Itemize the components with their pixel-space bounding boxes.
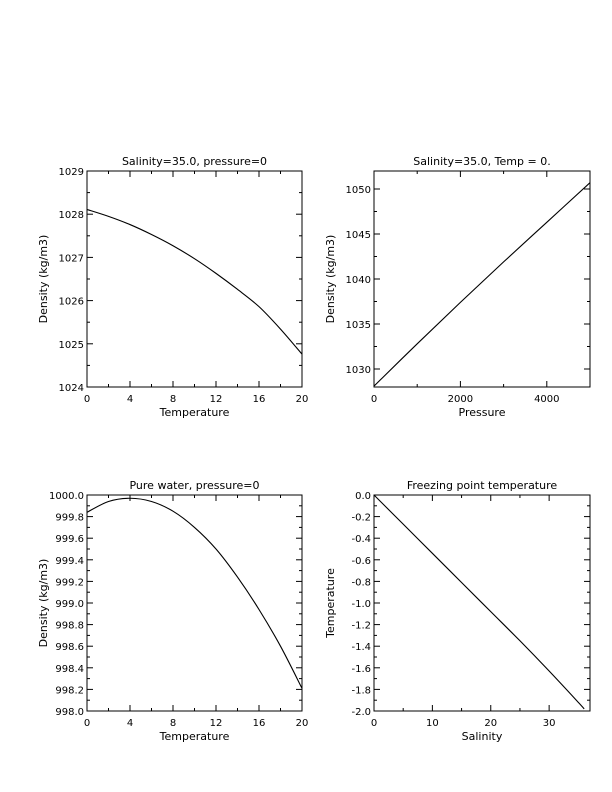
y-tick-label: -0.4 <box>351 534 371 545</box>
y-tick-label: 998.8 <box>55 621 84 632</box>
x-tick-label: 16 <box>253 718 266 729</box>
x-tick-label: 2000 <box>448 394 473 405</box>
x-tick-label: 30 <box>543 718 556 729</box>
x-tick-label: 8 <box>170 718 176 729</box>
y-tick-label: 1025 <box>59 340 84 351</box>
y-tick-label: 1028 <box>59 210 84 221</box>
y-tick-label: 1035 <box>346 320 371 331</box>
series-line <box>86 497 303 689</box>
y-tick-label: 998.4 <box>55 664 84 675</box>
y-tick-label: 1030 <box>346 365 371 376</box>
y-tick-label: -1.8 <box>351 685 371 696</box>
x-tick-label: 8 <box>170 394 176 405</box>
x-tick-label: 0 <box>84 394 90 405</box>
y-tick-label: 1045 <box>346 230 371 241</box>
y-tick-label: 1029 <box>59 167 84 178</box>
chart-panel-4: Freezing point temperature 0 10 20 30 -2.0 -1.… <box>324 479 591 743</box>
x-tick-label: 20 <box>296 394 309 405</box>
y-tick-label: 999.2 <box>55 577 84 588</box>
y-tick-label: -0.8 <box>351 577 371 588</box>
y-tick-label: 1050 <box>346 185 371 196</box>
y-tick-label: 999.4 <box>55 556 84 567</box>
y-tick-label: -1.6 <box>351 664 371 675</box>
x-tick-label: 4 <box>127 394 133 405</box>
y-axis-label: Density (kg/m3) <box>37 559 50 648</box>
y-tick-label: -1.0 <box>351 599 371 610</box>
y-tick-label: 1040 <box>346 275 371 286</box>
y-tick-label: 1024 <box>59 383 84 394</box>
y-tick-label: -0.2 <box>351 513 371 524</box>
y-tick-label: 998.6 <box>55 642 84 653</box>
x-axis-label: Temperature <box>159 730 230 743</box>
y-tick-label: 0.0 <box>355 491 371 502</box>
y-axis-label: Density (kg/m3) <box>324 235 337 324</box>
x-tick-label: 0 <box>371 718 377 729</box>
plot-frame <box>86 170 303 388</box>
x-tick-label: 4000 <box>534 394 559 405</box>
series-line <box>373 494 585 710</box>
y-tick-label: -1.2 <box>351 621 371 632</box>
y-tick-label: 999.0 <box>55 599 84 610</box>
y-tick-label: 1027 <box>59 253 84 264</box>
y-tick-label: 999.6 <box>55 534 84 545</box>
y-axis-label: Density (kg/m3) <box>37 235 50 324</box>
x-tick-label: 20 <box>296 718 309 729</box>
y-tick-label: 999.8 <box>55 513 84 524</box>
x-axis-label: Pressure <box>459 406 506 419</box>
x-tick-label: 4 <box>127 718 133 729</box>
series-line <box>86 208 303 355</box>
x-tick-label: 0 <box>371 394 377 405</box>
y-tick-label: 998.2 <box>55 685 84 696</box>
x-tick-label: 16 <box>253 394 266 405</box>
chart-title: Pure water, pressure=0 <box>129 479 259 492</box>
series-line <box>373 182 591 387</box>
y-tick-label: 1000.0 <box>49 491 84 502</box>
x-tick-label: 12 <box>210 394 223 405</box>
x-axis-label: Salinity <box>462 730 503 743</box>
x-tick-label: 10 <box>426 718 439 729</box>
x-tick-label: 0 <box>84 718 90 729</box>
y-tick-label: -1.4 <box>351 642 371 653</box>
chart-panel-2: Salinity=35.0, Temp = 0. 0 2000 4000 1030 103… <box>324 155 591 419</box>
chart-title: Freezing point temperature <box>407 479 558 492</box>
chart-panel-1: Salinity=35.0, pressure=0 0 4 8 12 16 20 1024 10… <box>37 155 308 419</box>
x-tick-label: 20 <box>484 718 497 729</box>
y-tick-label: -0.6 <box>351 556 371 567</box>
y-tick-label: -2.0 <box>351 707 371 718</box>
x-axis-label: Temperature <box>159 406 230 419</box>
x-tick-label: 12 <box>210 718 223 729</box>
chart-title: Salinity=35.0, Temp = 0. <box>413 155 550 168</box>
y-tick-label: 1026 <box>59 297 84 308</box>
chart-title: Salinity=35.0, pressure=0 <box>122 155 267 168</box>
y-tick-label: 998.0 <box>55 707 84 718</box>
chart-panel-3: Pure water, pressure=0 0 4 8 12 16 20 998.0 998.… <box>37 479 308 743</box>
y-axis-label: Temperature <box>324 568 337 639</box>
